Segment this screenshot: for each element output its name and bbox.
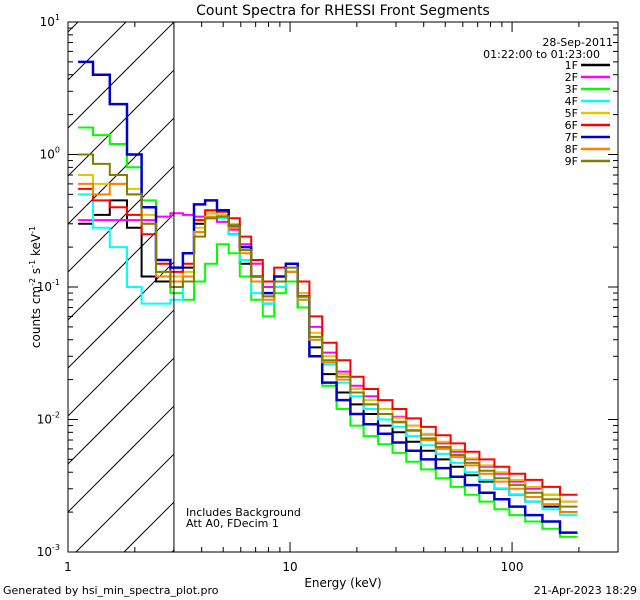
annotation-attenuator: Att A0, FDecim 1: [186, 517, 279, 530]
y-tick-label: 10-3: [37, 543, 60, 559]
series-line-8F: [78, 182, 578, 514]
legend-label-1F: 1F: [565, 59, 578, 72]
series-group: [78, 60, 578, 538]
series-line-7F: [78, 60, 578, 534]
y-tick-label: 10-1: [37, 278, 60, 294]
time-range-label: 01:22:00 to 01:23:00: [483, 48, 600, 61]
chart-title: Count Spectra for RHESSI Front Segments: [196, 3, 490, 19]
x-tick-label: 10: [282, 560, 297, 574]
annotation-background: Includes Background: [186, 506, 301, 519]
hatch-line: [75, 453, 175, 553]
legend-label-7F: 7F: [565, 131, 578, 144]
axis-ticks: 1 10 100 10-3 10-2 10-1 100 101: [37, 13, 619, 574]
y-tick-label: 101: [40, 13, 60, 29]
hatch-line: [67, 21, 175, 129]
hatch-line: [67, 21, 127, 81]
hatch-line: [67, 165, 175, 273]
legend-label-9F: 9F: [565, 155, 578, 168]
hatch-line: [67, 117, 175, 225]
series-line-9F: [78, 153, 578, 508]
footer-timestamp: 21-Apr-2023 18:29: [534, 584, 637, 597]
legend-label-4F: 4F: [565, 95, 578, 108]
series-line-2F: [78, 212, 578, 503]
hatch-line: [67, 69, 175, 177]
legend-label-6F: 6F: [565, 119, 578, 132]
y-axis-label: counts cm-2 s-1 keV-1: [28, 226, 43, 348]
x-axis-label: Energy (keV): [304, 576, 381, 590]
y-tick-label: 10-2: [37, 411, 60, 427]
y-tick-label: 100: [40, 146, 60, 162]
hatch-line: [67, 357, 175, 465]
plot-frame: [67, 21, 619, 553]
hatch-line: [123, 501, 175, 553]
legend-label-2F: 2F: [565, 71, 578, 84]
x-tick-label: 100: [501, 560, 524, 574]
hatch-line: [67, 405, 175, 513]
legend-label-5F: 5F: [565, 107, 578, 120]
hatch-line: [67, 21, 79, 33]
hatch-line: [67, 261, 175, 369]
legend-label-3F: 3F: [565, 83, 578, 96]
hatched-region: [67, 21, 175, 553]
date-label: 28-Sep-2011: [542, 36, 613, 49]
hatch-line: [67, 309, 175, 417]
series-line-6F: [78, 187, 578, 496]
x-tick-label: 1: [64, 560, 72, 574]
legend-label-8F: 8F: [565, 143, 578, 156]
footer-generated-by: Generated by hsi_min_spectra_plot.pro: [3, 584, 219, 597]
